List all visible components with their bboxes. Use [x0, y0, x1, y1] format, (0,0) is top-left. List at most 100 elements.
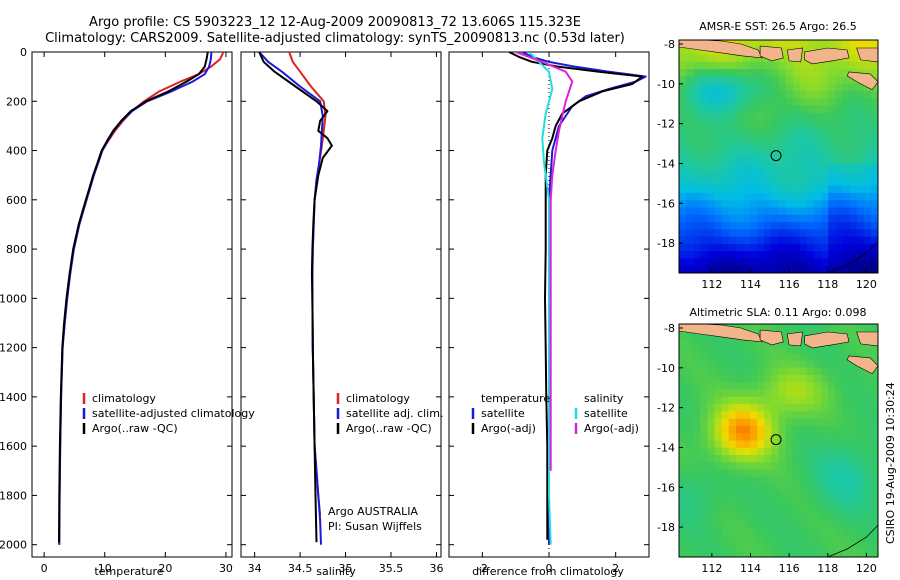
- m2-grid-cell: [750, 396, 758, 405]
- m2-grid-cell: [828, 535, 836, 544]
- m1-grid-cell: [757, 98, 765, 107]
- m1-grid-cell: [814, 258, 822, 267]
- m2-grid-cell: [835, 389, 844, 398]
- m1-grid-cell: [764, 134, 772, 143]
- m2-grid-cell: [693, 476, 701, 485]
- m1-grid-cell: [764, 90, 772, 99]
- m2-grid-cell: [863, 425, 872, 434]
- m2-grid-cell: [785, 382, 794, 391]
- m2-grid-cell: [728, 542, 737, 551]
- m2-grid-cell: [700, 360, 709, 369]
- m2-grid-cell: [679, 484, 687, 493]
- m1-grid-cell: [757, 171, 765, 179]
- m2-grid-cell: [771, 382, 780, 391]
- m1-grid-cell: [856, 156, 865, 165]
- m2-grid-cell: [842, 455, 851, 463]
- m1-grid-cell: [700, 207, 709, 216]
- m1-grid-cell: [785, 83, 794, 92]
- m1-grid-cell: [863, 243, 872, 252]
- m1-grid-cell: [686, 54, 694, 63]
- m2-grid-cell: [735, 418, 744, 427]
- m1-grid-cell: [842, 207, 851, 216]
- m2-grid-cell: [742, 345, 751, 354]
- m1-grid-cell: [714, 105, 723, 114]
- m2-grid-cell: [750, 484, 758, 493]
- m1-grid-cell: [693, 229, 701, 238]
- m2-grid-cell: [742, 367, 751, 376]
- m2-grid-cell: [778, 491, 787, 500]
- m1-grid-cell: [693, 200, 701, 209]
- m2-grid-cell: [821, 476, 829, 485]
- m1-grid-cell: [828, 61, 836, 70]
- m1-grid-cell: [757, 236, 765, 245]
- m1-grid-cell: [863, 149, 872, 158]
- m1-grid-cell: [856, 171, 865, 179]
- m2-grid-cell: [870, 484, 878, 493]
- m2-grid-cell: [693, 367, 701, 376]
- m2-grid-cell: [778, 520, 787, 529]
- m2-grid-cell: [707, 345, 716, 354]
- m1-grid-cell: [792, 40, 801, 48]
- m1-grid-cell: [849, 222, 858, 230]
- m2-grid-cell: [735, 469, 744, 478]
- m2-grid-cell: [714, 447, 723, 456]
- m1-grid-cell: [771, 171, 780, 179]
- m2-grid-cell: [707, 404, 716, 412]
- m1-grid-cell: [870, 141, 878, 150]
- m2-grid-cell: [856, 506, 865, 514]
- m1-grid-cell: [700, 243, 709, 252]
- m2-grid-cell: [728, 389, 737, 398]
- m2-grid-cell: [849, 455, 858, 463]
- m2-grid-cell: [849, 484, 858, 493]
- m2-grid-cell: [821, 396, 829, 405]
- m1-grid-cell: [721, 54, 730, 63]
- m1-grid-cell: [828, 40, 836, 48]
- m1-grid-cell: [764, 200, 772, 209]
- m1-grid-cell: [700, 98, 709, 107]
- m1-grid-cell: [814, 120, 822, 128]
- m1-grid-cell: [742, 83, 751, 92]
- m2-grid-cell: [771, 455, 780, 463]
- m1-grid-cell: [785, 214, 794, 223]
- m1-grid-cell: [814, 149, 822, 158]
- m1-grid-cell: [771, 236, 780, 245]
- m2-grid-cell: [707, 476, 716, 485]
- m1-grid-cell: [828, 200, 836, 209]
- m1-grid-cell: [757, 134, 765, 143]
- m2-grid-cell: [870, 455, 878, 463]
- m1-grid-cell: [707, 243, 716, 252]
- m2-grid-cell: [870, 433, 878, 442]
- m2-grid-cell: [835, 440, 844, 449]
- m2-grid-cell: [728, 345, 737, 354]
- m1-grid-cell: [750, 156, 758, 165]
- m1-grid-cell: [693, 54, 701, 63]
- m2-grid-cell: [863, 476, 872, 485]
- m2-grid-cell: [742, 542, 751, 551]
- m1-grid-cell: [849, 98, 858, 107]
- m1-grid-cell: [856, 40, 865, 48]
- m2-grid-cell: [728, 484, 737, 493]
- m1-grid-cell: [764, 258, 772, 267]
- m2-grid-cell: [849, 374, 858, 383]
- m2-grid-cell: [714, 374, 723, 383]
- m1-grid-cell: [735, 90, 744, 99]
- m1-grid-cell: [863, 69, 872, 78]
- m1-grid-cell: [757, 90, 765, 99]
- m2-grid-cell: [714, 506, 723, 514]
- m2-grid-cell: [693, 535, 701, 544]
- m1-grid-cell: [828, 251, 836, 260]
- m1-grid-cell: [778, 83, 787, 92]
- m2-grid-cell: [835, 411, 844, 420]
- m1-grid-cell: [693, 47, 701, 56]
- depth-tick-label: 1400: [0, 391, 27, 404]
- m2-grid-cell: [863, 549, 872, 557]
- m1-grid-cell: [863, 90, 872, 99]
- m2-grid-cell: [849, 367, 858, 376]
- m1-grid-cell: [799, 163, 808, 172]
- m1-grid-cell: [679, 127, 687, 136]
- m1-grid-cell: [799, 90, 808, 99]
- m1-grid-cell: [771, 207, 780, 216]
- m2-grid-cell: [814, 440, 822, 449]
- m1-grid-cell: [814, 214, 822, 223]
- m2-grid-cell: [757, 491, 765, 500]
